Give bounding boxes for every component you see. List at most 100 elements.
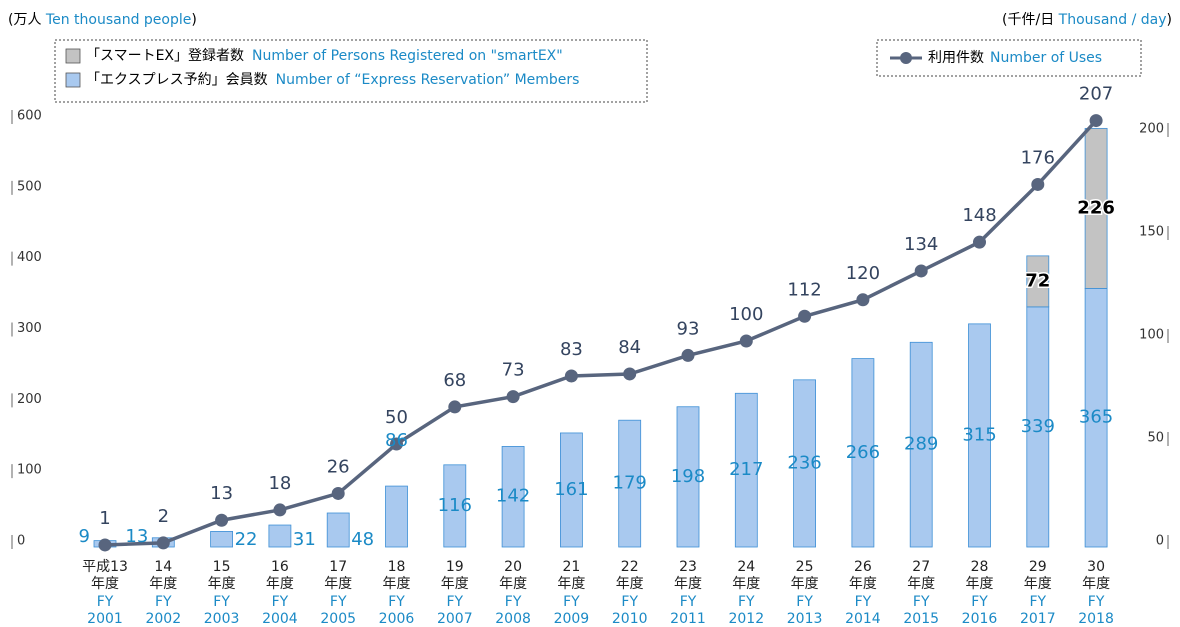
x-tick-label: 2018 <box>1078 611 1114 627</box>
x-tick-label: 2003 <box>204 611 240 627</box>
x-suffix-label: 年度 <box>616 576 644 592</box>
line-marker <box>331 486 345 500</box>
x-era-label: 23 <box>679 559 697 575</box>
legend-marker <box>900 52 912 64</box>
bar-value-label: 198 <box>671 466 705 487</box>
bar-value-label: 217 <box>729 459 763 480</box>
x-era-label: 24 <box>737 559 755 575</box>
bar-value-label: 226 <box>1077 197 1115 218</box>
x-era-label: 29 <box>1029 559 1047 575</box>
x-era-label: 17 <box>329 559 347 575</box>
x-era-label: 16 <box>271 559 289 575</box>
bar-value-label: 9 <box>79 526 90 547</box>
x-suffix-label: 年度 <box>907 576 935 592</box>
x-era-label: 15 <box>213 559 231 575</box>
line-value-label: 93 <box>677 318 700 339</box>
legend-name: 利用件数 <box>928 50 984 66</box>
line <box>104 119 1098 547</box>
bar-value-label: 161 <box>554 479 588 500</box>
x-suffix-label: 年度 <box>149 576 177 592</box>
x-suffix-label: 年度 <box>383 576 411 592</box>
line-value-label: 112 <box>787 279 821 300</box>
x-tick-label: 2014 <box>845 611 881 627</box>
x-tick-label: 2012 <box>728 611 764 627</box>
x-suffix-label: 年度 <box>966 576 994 592</box>
x-prefix-label: FY <box>796 594 813 610</box>
x-suffix-label: 年度 <box>91 576 119 592</box>
bar <box>268 524 292 548</box>
bar <box>676 406 700 548</box>
x-era-label: 20 <box>504 559 522 575</box>
x-era-label: 27 <box>912 559 930 575</box>
legend-box <box>54 39 648 103</box>
bar <box>618 419 642 548</box>
bar-value-label: 13 <box>125 526 148 547</box>
y2-unit: (千件/日 Thousand / day) <box>1002 12 1172 28</box>
y-tick-label: 400 <box>17 250 42 265</box>
y-tick-label: 0 <box>17 534 25 549</box>
bar-value-label: 142 <box>496 486 530 507</box>
x-era-label: 22 <box>621 559 639 575</box>
legend-name: 「スマートEX」登録者数 <box>86 48 244 64</box>
x-tick-label: 2008 <box>495 611 531 627</box>
line-marker <box>798 309 812 323</box>
line-marker <box>564 369 578 383</box>
legend-swatch <box>65 72 81 88</box>
x-prefix-label: FY <box>1029 594 1046 610</box>
bar <box>734 392 758 548</box>
x-prefix-label: FY <box>388 594 405 610</box>
x-era-label: 18 <box>388 559 406 575</box>
bar <box>560 432 583 548</box>
x-prefix-label: FY <box>680 594 697 610</box>
x-tick-label: 2006 <box>379 611 415 627</box>
x-tick-label: 2002 <box>145 611 181 627</box>
x-prefix-label: FY <box>155 594 172 610</box>
bar-value-label: 289 <box>904 434 938 455</box>
x-suffix-label: 年度 <box>674 576 702 592</box>
line-value-label: 68 <box>443 370 466 391</box>
x-era-label: 平成13 <box>82 559 128 575</box>
x-tick-label: 2007 <box>437 611 473 627</box>
x-prefix-label: FY <box>621 594 638 610</box>
x-era-label: 30 <box>1087 559 1105 575</box>
legend-name-en: Number of Persons Registered on "smartEX… <box>252 48 563 64</box>
line-value-label: 84 <box>618 337 641 358</box>
line-value-label: 148 <box>962 205 996 226</box>
bar <box>501 446 525 548</box>
legend-name-en: Number of “Express Reservation” Members <box>276 72 580 88</box>
x-tick-label: 2009 <box>554 611 590 627</box>
bar-value-label: 116 <box>438 495 472 516</box>
x-suffix-label: 年度 <box>324 576 352 592</box>
bar <box>1026 255 1050 308</box>
bar-value-label: 266 <box>846 442 880 463</box>
line-value-label: 83 <box>560 339 583 360</box>
x-prefix-label: FY <box>855 594 872 610</box>
legend-name: 「エクスプレス予約」会員数 <box>86 72 268 88</box>
bar <box>1084 127 1108 289</box>
bar <box>968 323 991 548</box>
bar-value-label: 339 <box>1021 416 1055 437</box>
bar <box>443 464 467 548</box>
line-value-label: 2 <box>158 506 169 527</box>
x-prefix-label: FY <box>971 594 988 610</box>
x-tick-label: 2015 <box>903 611 939 627</box>
line-value-label: 1 <box>99 508 110 529</box>
x-suffix-label: 年度 <box>266 576 294 592</box>
x-era-label: 19 <box>446 559 464 575</box>
y-tick-label: 500 <box>17 179 42 194</box>
legend-label: 利用件数 Number of Uses <box>928 50 1102 66</box>
bar-value-label: 22 <box>235 529 258 550</box>
bar-value-label: 365 <box>1079 407 1113 428</box>
line-marker <box>914 264 928 278</box>
x-tick-label: 2013 <box>787 611 823 627</box>
x-prefix-label: FY <box>913 594 930 610</box>
bar <box>210 531 234 548</box>
bar-value-label: 236 <box>787 452 821 473</box>
bar-value-label: 179 <box>613 473 647 494</box>
line-value-label: 100 <box>729 304 763 325</box>
bar-value-label: 72 <box>1025 270 1050 291</box>
line-value-label: 134 <box>904 234 938 255</box>
x-prefix-label: FY <box>330 594 347 610</box>
x-prefix-label: FY <box>272 594 289 610</box>
